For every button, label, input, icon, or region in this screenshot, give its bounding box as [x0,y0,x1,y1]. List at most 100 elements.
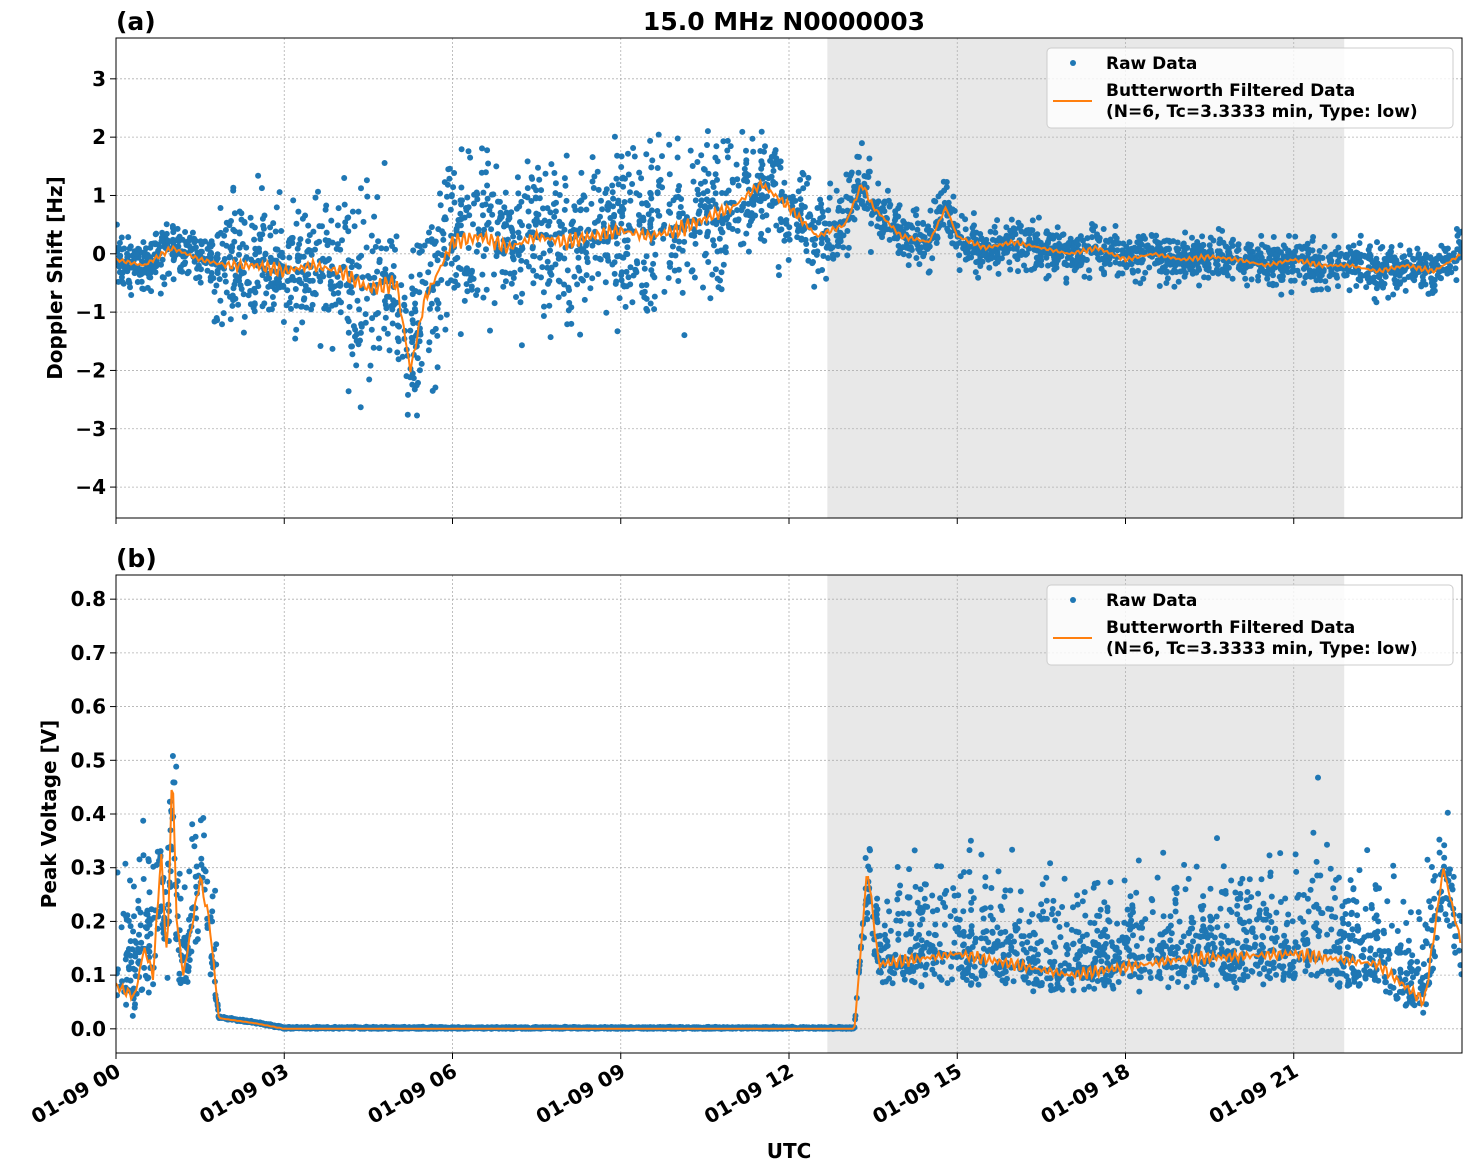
raw-data-point [718,269,725,276]
raw-data-point [881,200,888,207]
raw-data-point [905,262,912,269]
raw-data-point [386,347,393,354]
raw-data-point [501,221,508,228]
raw-data-point [801,204,808,210]
raw-data-point [1433,934,1440,941]
raw-data-point [676,213,683,220]
raw-data-point [430,287,437,294]
raw-data-point [745,248,752,255]
raw-data-point [1334,274,1340,281]
raw-data-point [900,218,907,225]
raw-data-point [513,294,519,300]
raw-data-point [478,169,485,176]
raw-data-point [623,268,630,275]
raw-data-point [546,302,553,309]
raw-data-point [1341,272,1348,279]
raw-data-point [1318,272,1325,279]
raw-data-point [368,326,375,333]
raw-data-point [351,223,358,230]
raw-data-point [627,264,634,271]
raw-data-point [473,189,480,196]
raw-data-point [1037,239,1044,246]
raw-data-point [674,135,681,142]
raw-data-point [749,215,756,222]
raw-data-point [1214,835,1220,842]
raw-data-point [1043,275,1050,282]
raw-data-point [821,220,828,227]
raw-data-point [992,229,999,236]
raw-data-point [1130,932,1136,939]
x-axis-label: UTC [767,1139,812,1163]
raw-data-point [698,152,705,159]
raw-data-point [209,241,216,248]
raw-data-point [181,261,188,267]
raw-data-point [243,254,250,261]
raw-data-point [412,300,419,307]
raw-data-point [140,239,147,246]
raw-data-point [972,269,979,276]
raw-data-point [1284,264,1291,271]
raw-data-point [1424,856,1431,863]
raw-data-point [674,154,681,161]
raw-data-point [432,238,439,245]
raw-data-point [1074,901,1081,908]
raw-data-point [719,190,725,196]
raw-data-point [382,301,389,308]
raw-data-point [387,238,393,244]
raw-data-point [643,282,650,288]
raw-data-point [847,173,854,179]
raw-data-point [1318,910,1325,916]
raw-data-point [461,214,468,221]
raw-data-point [1457,240,1462,247]
raw-data-point [1344,253,1351,260]
raw-data-point [150,981,157,988]
raw-data-point [516,203,523,210]
raw-data-point [1043,230,1050,237]
raw-data-point [826,241,832,248]
raw-data-point [372,243,379,250]
raw-data-point [724,147,731,154]
raw-data-point [434,305,441,312]
raw-data-point [1357,232,1364,239]
raw-data-point [734,176,741,183]
raw-data-point [369,315,376,322]
raw-data-point [803,248,810,255]
raw-data-point [193,863,200,870]
raw-data-point [691,274,698,281]
raw-data-point [800,171,807,178]
raw-data-point [247,301,254,308]
raw-data-point [427,261,434,268]
raw-data-point [474,196,481,203]
raw-data-point [487,203,494,210]
raw-data-point [151,240,157,247]
raw-data-point [395,356,402,363]
raw-data-point [469,267,475,274]
raw-data-point [325,306,332,313]
raw-data-point [855,169,862,176]
raw-data-point [700,284,706,291]
raw-data-point [1007,266,1014,273]
raw-data-point [197,279,204,286]
raw-data-point [1425,290,1432,297]
y-tick-label: 0.0 [71,1017,106,1041]
raw-data-point [137,266,144,273]
raw-data-point [689,163,696,169]
raw-data-point [381,160,388,166]
raw-data-point [479,271,486,278]
raw-data-point [671,237,678,244]
raw-data-point [1134,259,1141,266]
raw-data-point [409,381,416,388]
raw-data-point [591,219,598,226]
raw-data-point [375,310,381,316]
raw-data-point [1361,253,1368,260]
raw-data-point [1285,911,1292,918]
raw-data-point [185,238,192,244]
raw-data-point [943,184,950,191]
raw-data-point [1266,281,1273,288]
raw-data-point [398,282,405,289]
raw-data-point [1130,269,1136,276]
raw-data-point [1018,252,1025,258]
raw-data-point [1055,910,1062,917]
raw-data-point [567,228,574,235]
raw-data-point [621,237,628,244]
